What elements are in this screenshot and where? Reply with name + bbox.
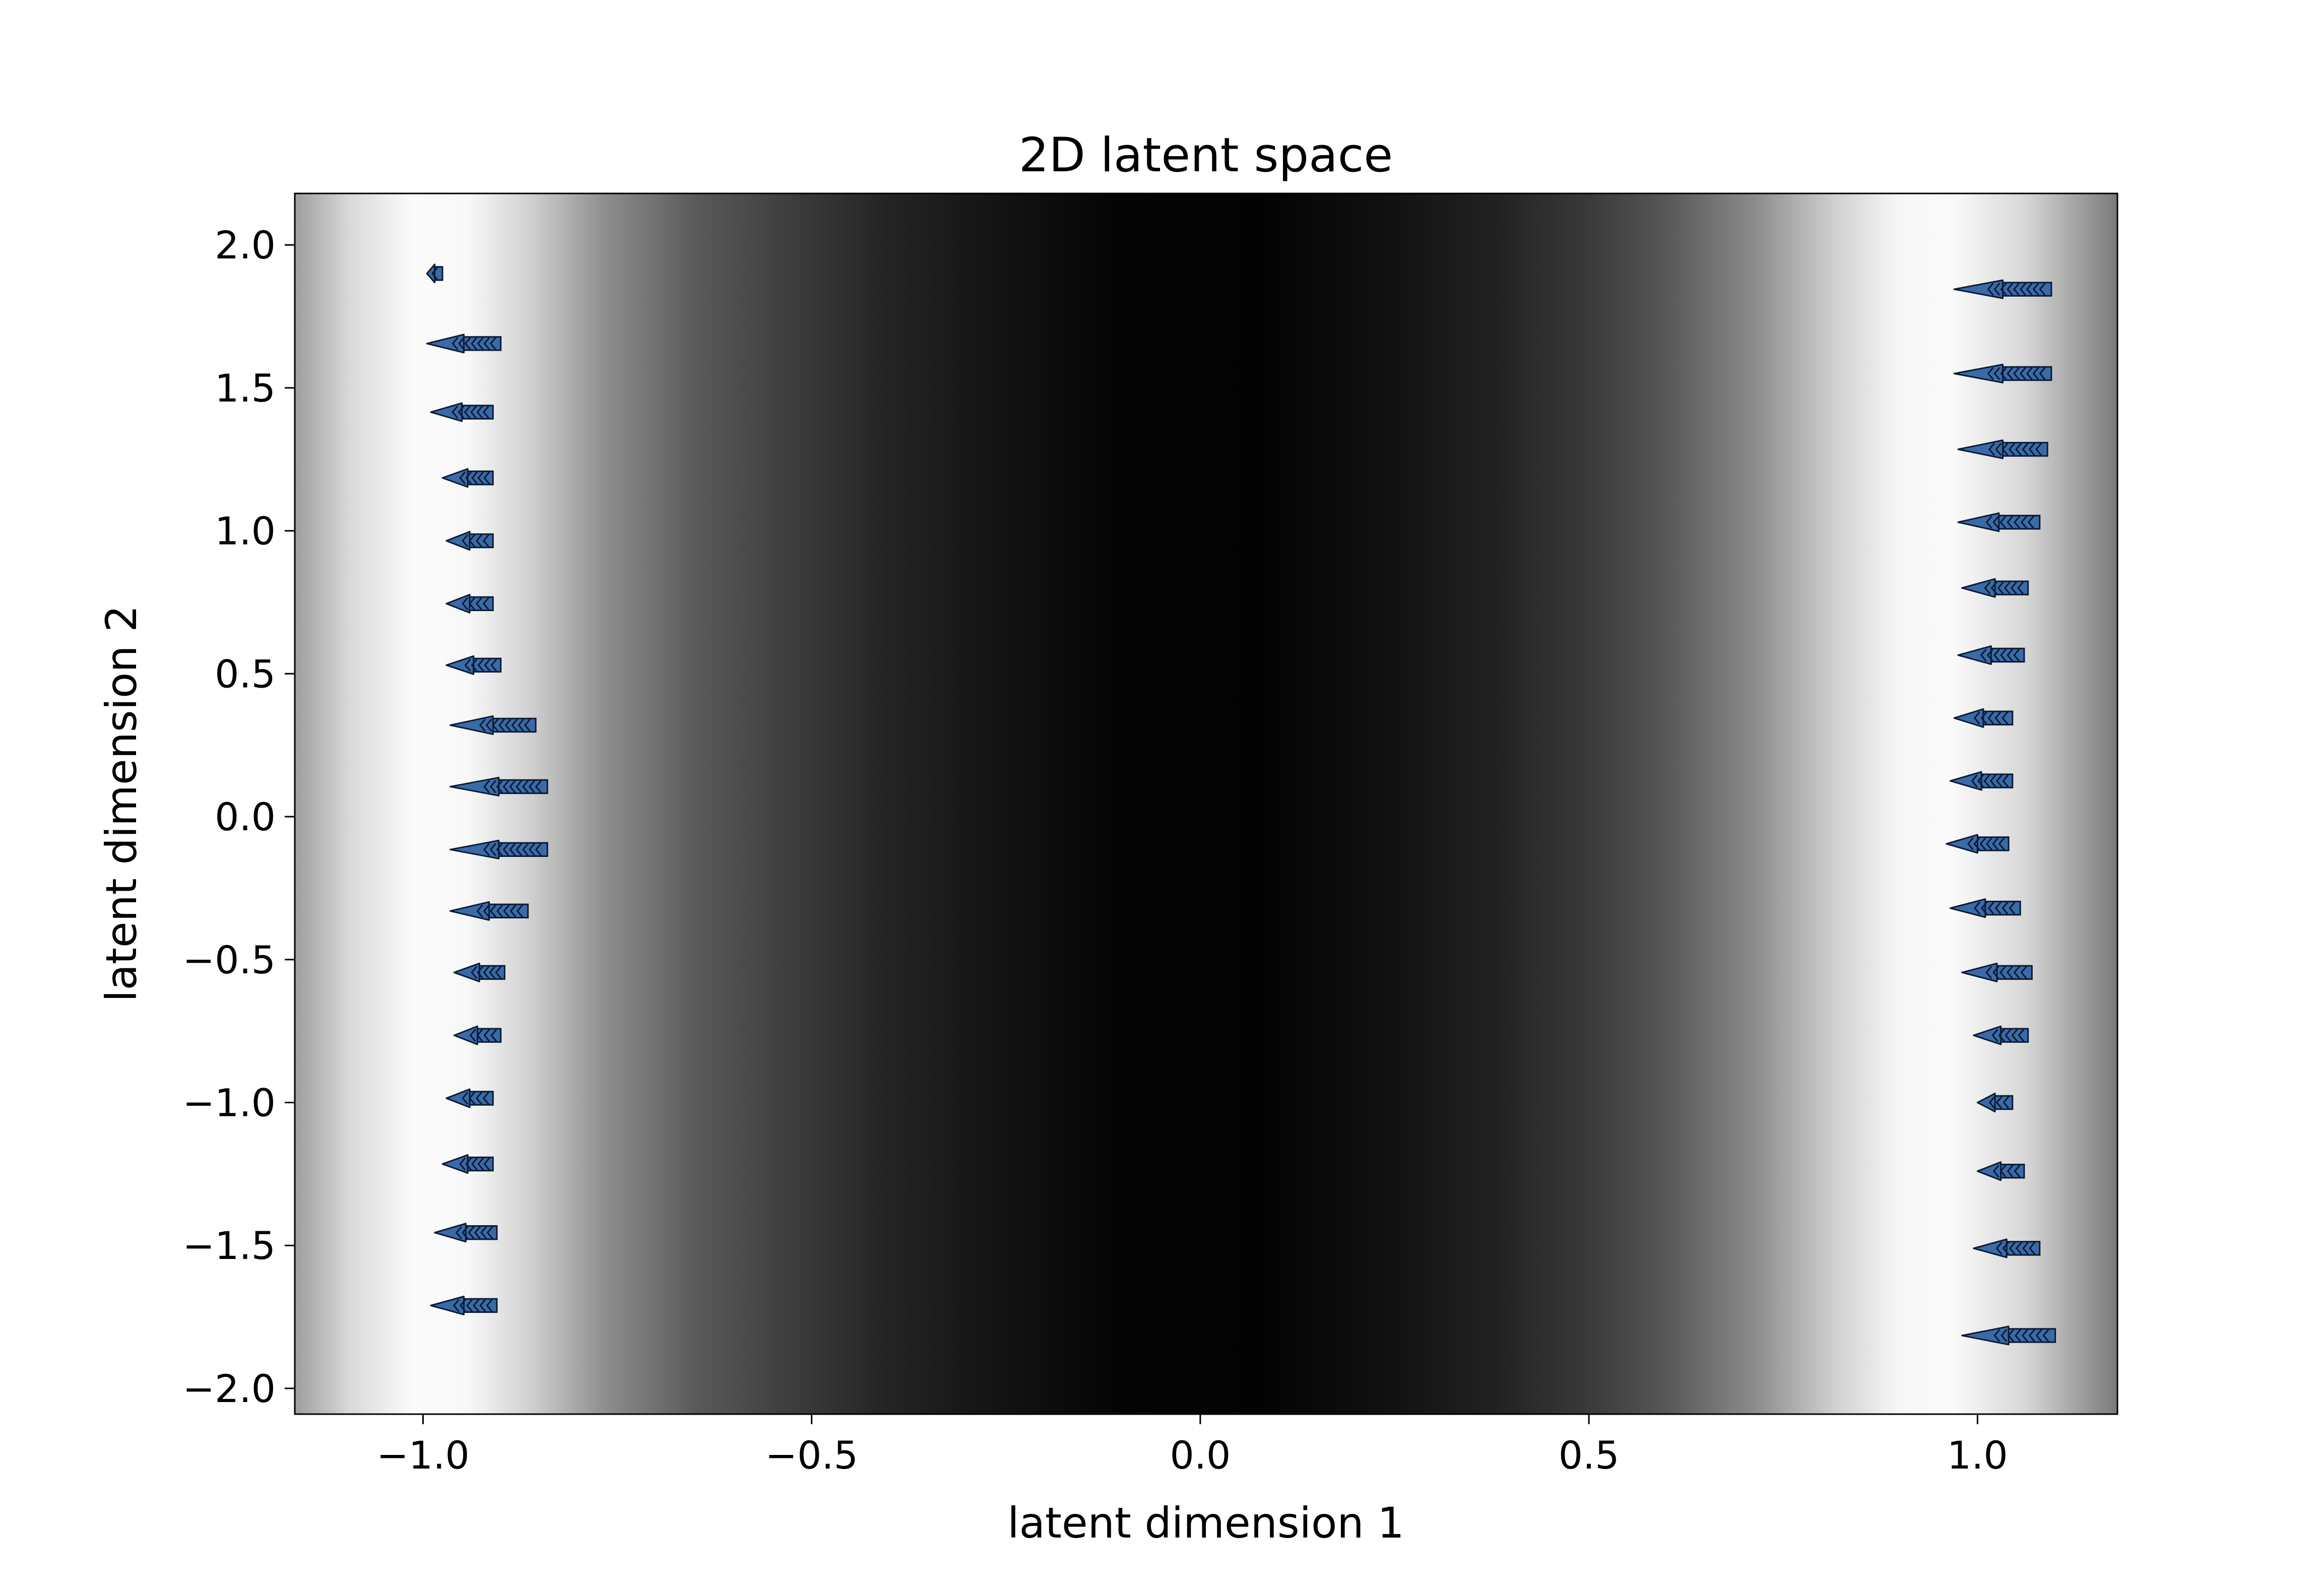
data-point — [434, 1223, 498, 1243]
data-point — [1973, 1025, 2029, 1045]
data-point — [441, 1154, 494, 1174]
y-tick-label: −2.0 — [182, 1366, 276, 1411]
data-point — [1973, 1238, 2041, 1258]
data-point — [445, 655, 502, 675]
data-point — [1957, 645, 2025, 665]
data-point — [426, 334, 502, 354]
data-point — [445, 1088, 494, 1108]
y-tick-label: 0.5 — [215, 651, 276, 696]
x-axis-label: latent dimension 1 — [1007, 1498, 1404, 1548]
y-axis-label: latent dimension 2 — [97, 605, 146, 1002]
plot-frame — [294, 192, 2118, 1415]
data-point — [1946, 834, 2010, 854]
x-tick-label: −1.0 — [376, 1433, 470, 1478]
x-tick-label: 0.0 — [1170, 1433, 1231, 1478]
data-point — [1953, 279, 2052, 299]
x-tick-label: 1.0 — [1947, 1433, 2008, 1478]
y-tick-label: 2.0 — [215, 223, 276, 268]
y-tick-label: −0.5 — [182, 938, 276, 982]
x-tick-label: 0.5 — [1559, 1433, 1620, 1478]
data-point — [449, 839, 548, 859]
data-point — [1949, 771, 2014, 791]
data-point — [1976, 1092, 2014, 1112]
y-tick-label: −1.0 — [182, 1080, 276, 1125]
data-point — [449, 776, 548, 796]
data-point — [441, 468, 494, 488]
y-axis: −2.0 −1.5 −1.0 −0.5 0.0 0.5 1.0 1.5 2.0 — [182, 223, 295, 1411]
chart-title: 2D latent space — [1019, 128, 1393, 183]
data-point — [1961, 578, 2029, 598]
data-point — [1953, 363, 2052, 383]
y-tick-label: 1.5 — [215, 366, 276, 411]
data-point — [426, 263, 443, 284]
data-point — [445, 593, 494, 614]
data-point — [1961, 962, 2033, 982]
data-point — [430, 1295, 498, 1315]
data-point — [453, 1025, 502, 1045]
heatmap-background — [295, 193, 2117, 1414]
scatter-markers — [426, 263, 2056, 1346]
data-point — [1949, 898, 2021, 918]
data-point — [453, 962, 505, 982]
data-point — [1976, 1161, 2025, 1181]
y-tick-label: 0.0 — [215, 794, 276, 839]
data-point — [1957, 439, 2048, 459]
data-point — [445, 530, 494, 551]
x-axis: −1.0 −0.5 0.0 0.5 1.0 — [376, 1414, 2008, 1478]
x-tick-label: −0.5 — [765, 1433, 858, 1478]
data-point — [1953, 708, 2014, 728]
data-point — [1957, 512, 2041, 533]
y-tick-label: 1.0 — [215, 509, 276, 554]
data-point — [430, 402, 494, 422]
y-tick-label: −1.5 — [182, 1223, 276, 1268]
data-point — [1961, 1325, 2056, 1346]
data-point — [449, 901, 529, 921]
data-point — [449, 715, 537, 735]
